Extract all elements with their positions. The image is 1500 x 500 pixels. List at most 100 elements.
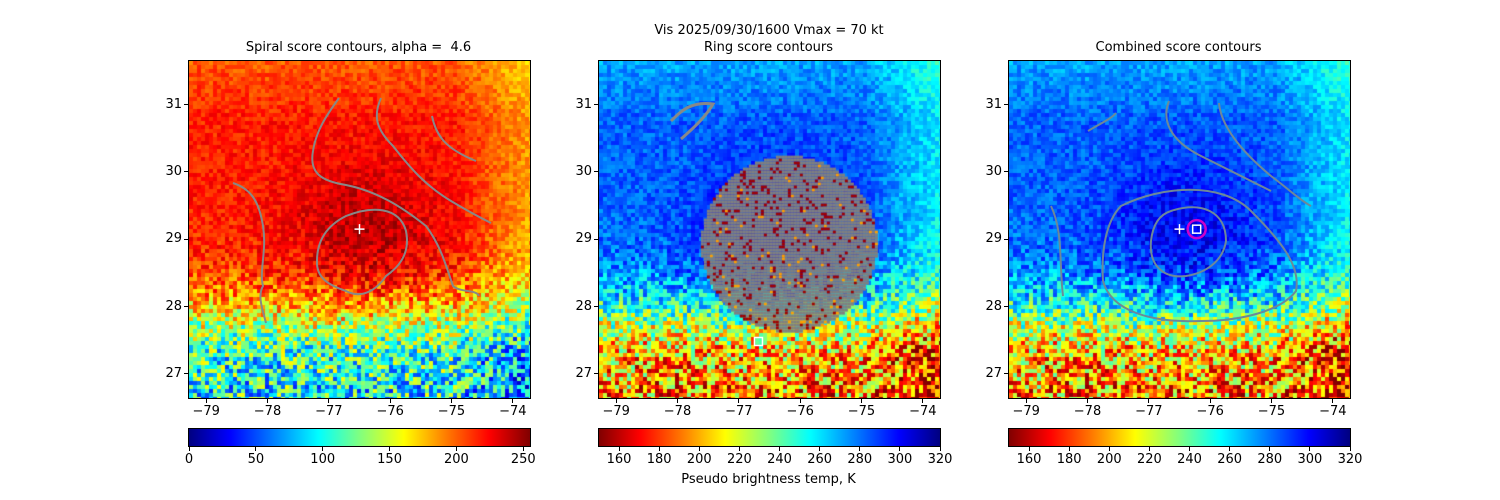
- y-tick: [594, 104, 598, 106]
- x-tick: [615, 399, 617, 403]
- colorbar-tick-label: 260: [1217, 452, 1243, 467]
- y-tick-label: 29: [575, 231, 592, 247]
- y-tick: [1004, 238, 1008, 240]
- combined-score-panel: [1008, 60, 1351, 399]
- spiral-score-panel: [188, 60, 531, 399]
- figure-suptitle: Vis 2025/09/30/1600 Vmax = 70 kt: [654, 23, 884, 38]
- y-tick-label: 28: [165, 298, 182, 314]
- y-tick-label: 28: [985, 298, 1002, 314]
- y-tick-label: 30: [985, 163, 1002, 179]
- x-tick: [1025, 399, 1027, 403]
- x-tick: [922, 399, 924, 403]
- y-tick: [184, 373, 188, 375]
- x-tick-label: −74: [1319, 404, 1347, 419]
- colorbar-tick: [1028, 447, 1030, 451]
- colorbar-tick-label: 220: [1136, 452, 1162, 467]
- y-tick: [594, 306, 598, 308]
- y-tick-label: 30: [575, 163, 592, 179]
- center-square-marker: [1191, 224, 1202, 234]
- colorbar-tick-label: 280: [847, 452, 873, 467]
- combined-contours: [1050, 100, 1312, 323]
- colorbar-tick-label: 100: [310, 452, 336, 467]
- x-tick: [205, 399, 207, 403]
- colorbar-tick: [188, 447, 190, 451]
- colorbar-tick-label: 50: [247, 452, 265, 467]
- colorbar-tick: [1108, 447, 1110, 451]
- x-tick-label: −78: [663, 404, 692, 419]
- x-tick: [1148, 399, 1150, 403]
- colorbar-tick-label: 280: [1257, 452, 1283, 467]
- colorbar-tick-label: 200: [444, 452, 469, 467]
- contour-line: [375, 97, 492, 224]
- x-tick-label: −78: [253, 404, 282, 419]
- colorbar-tick-label: 240: [767, 452, 792, 467]
- colorbar-tick-label: 300: [1297, 452, 1323, 467]
- x-tick-label: −77: [315, 404, 343, 419]
- colorbar-tick-label: 180: [646, 452, 672, 467]
- panel-3-title: Combined score contours: [1095, 40, 1262, 55]
- ring-contours: [669, 101, 764, 347]
- contour-line: [1087, 112, 1117, 132]
- colorbar-tick: [1068, 447, 1070, 451]
- y-tick-label: 31: [985, 96, 1002, 112]
- contour-line: [315, 208, 408, 296]
- x-tick-label: −75: [437, 404, 466, 419]
- colorbar-tick-label: 320: [1337, 452, 1363, 467]
- colorbar-tick: [738, 447, 740, 451]
- y-tick-label: 28: [575, 298, 592, 314]
- x-tick: [512, 399, 514, 403]
- y-tick: [594, 373, 598, 375]
- center-plus-marker: [1174, 224, 1185, 235]
- contour-line: [1050, 205, 1064, 297]
- colorbar-tick: [455, 447, 457, 451]
- x-tick: [1087, 399, 1088, 403]
- x-tick: [738, 399, 740, 403]
- y-tick: [594, 171, 598, 173]
- colorbar-tick: [1309, 447, 1311, 451]
- colorbar-tick-label: 150: [377, 452, 402, 467]
- contour-line: [669, 101, 716, 141]
- colorbar-combined: [1008, 428, 1351, 447]
- contour-line: [1165, 100, 1272, 192]
- x-tick-label: −74: [499, 404, 527, 419]
- colorbar-tick: [779, 447, 781, 451]
- y-tick: [1004, 171, 1008, 173]
- x-tick: [799, 399, 801, 403]
- contour-line: [431, 115, 477, 162]
- panel-2-title: Ring score contours: [703, 40, 834, 55]
- ring-score-panel: [598, 60, 941, 399]
- colorbar-label: Pseudo brightness temp, K: [681, 472, 856, 487]
- colorbar-tick-label: 260: [807, 452, 833, 467]
- colorbar-tick-label: 250: [510, 452, 536, 467]
- colorbar-tick-label: 180: [1056, 452, 1082, 467]
- x-tick-label: −74: [909, 404, 937, 419]
- y-tick-label: 27: [985, 365, 1002, 381]
- colorbar-tick: [255, 447, 257, 451]
- y-tick: [1004, 104, 1008, 106]
- y-tick: [1004, 306, 1008, 308]
- center-circle-marker: [1186, 218, 1207, 240]
- x-tick: [450, 399, 452, 403]
- center-square-marker: [753, 336, 764, 347]
- colorbar-tick: [939, 447, 941, 451]
- panel-1-title: Spiral score contours, alpha = 4.6: [245, 40, 472, 55]
- colorbar-tick: [899, 447, 901, 451]
- x-tick: [1332, 399, 1334, 403]
- colorbar-tick: [618, 447, 620, 451]
- y-tick-label: 29: [165, 231, 182, 247]
- ring-image: [599, 61, 940, 398]
- colorbar-tick: [859, 447, 861, 451]
- x-tick-label: −78: [1073, 404, 1102, 419]
- x-tick-label: −75: [847, 404, 876, 419]
- y-tick: [184, 171, 188, 173]
- colorbar-tick-label: 240: [1177, 452, 1202, 467]
- y-tick-label: 29: [985, 231, 1002, 247]
- y-tick: [184, 238, 188, 240]
- x-tick: [267, 399, 268, 403]
- contour-line: [1218, 102, 1312, 207]
- x-tick-label: −76: [1196, 404, 1224, 419]
- colorbar-tick: [819, 447, 821, 451]
- spiral-contours: [232, 97, 492, 324]
- colorbar-tick-label: 220: [726, 452, 752, 467]
